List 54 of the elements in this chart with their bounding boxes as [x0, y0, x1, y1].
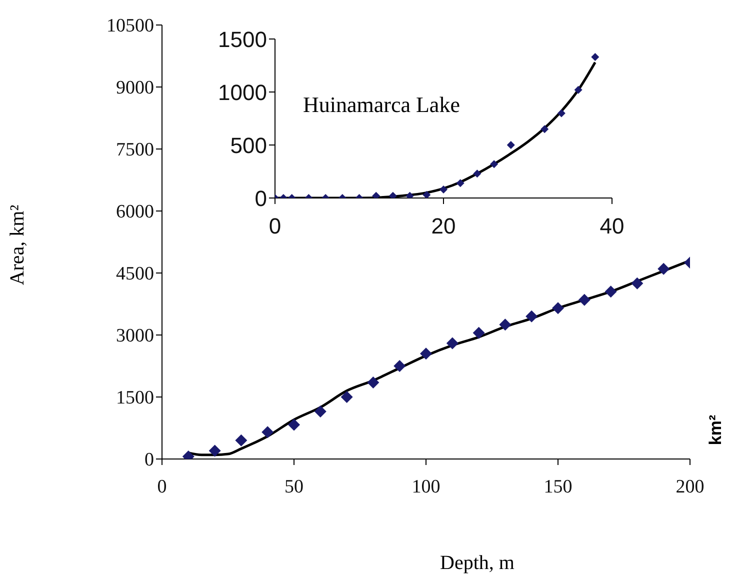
point — [440, 186, 448, 194]
y-tick-label: 7500 — [116, 140, 154, 161]
point — [394, 360, 406, 372]
point — [578, 294, 590, 306]
point — [499, 318, 512, 331]
y-tick-label: 1500 — [116, 388, 154, 409]
point — [591, 53, 600, 62]
point — [340, 391, 353, 403]
point — [314, 405, 326, 418]
point — [422, 190, 431, 198]
point — [490, 160, 498, 168]
x-tick-label: 40 — [600, 214, 624, 239]
point — [446, 337, 458, 350]
y-tick-label: 6000 — [116, 202, 154, 223]
point — [526, 310, 538, 322]
point — [658, 262, 670, 275]
point — [288, 418, 300, 431]
point — [472, 326, 485, 339]
point — [506, 141, 515, 149]
x-tick-label: 100 — [412, 476, 440, 498]
point — [557, 109, 566, 118]
y-axis-title: Area, km² — [6, 204, 30, 286]
x-axis-title: Depth, m — [440, 552, 514, 575]
y-tick-label: 500 — [230, 132, 267, 158]
y-tick-label: 10500 — [106, 16, 154, 37]
y-tick-label: 3000 — [116, 326, 154, 347]
text: km² — [706, 414, 726, 446]
point — [574, 86, 582, 94]
x-tick-label: 20 — [431, 214, 456, 239]
x-tick-label: 150 — [544, 476, 572, 498]
x-tick-label: 200 — [676, 476, 704, 498]
x-tick-label: 50 — [284, 476, 304, 498]
point — [406, 192, 414, 198]
y-tick-label: 1500 — [218, 26, 267, 52]
y-tick-label: 0 — [254, 186, 267, 211]
point — [552, 302, 564, 314]
point — [372, 192, 380, 198]
text: Huinamarca Lake — [303, 92, 460, 118]
point — [420, 348, 432, 360]
y-tick-label: 1000 — [218, 80, 267, 105]
point — [473, 170, 482, 178]
point — [540, 125, 549, 134]
point — [208, 444, 221, 457]
y-tick-label: 9000 — [116, 78, 154, 99]
point — [262, 426, 274, 438]
point — [604, 286, 617, 298]
y-tick-label: 4500 — [116, 264, 154, 285]
x-tick-label: 0 — [157, 476, 167, 498]
point — [235, 434, 248, 446]
point — [456, 179, 464, 188]
y-tick-label: 0 — [144, 450, 154, 471]
point — [367, 376, 380, 389]
point — [388, 192, 397, 198]
point — [631, 277, 644, 290]
